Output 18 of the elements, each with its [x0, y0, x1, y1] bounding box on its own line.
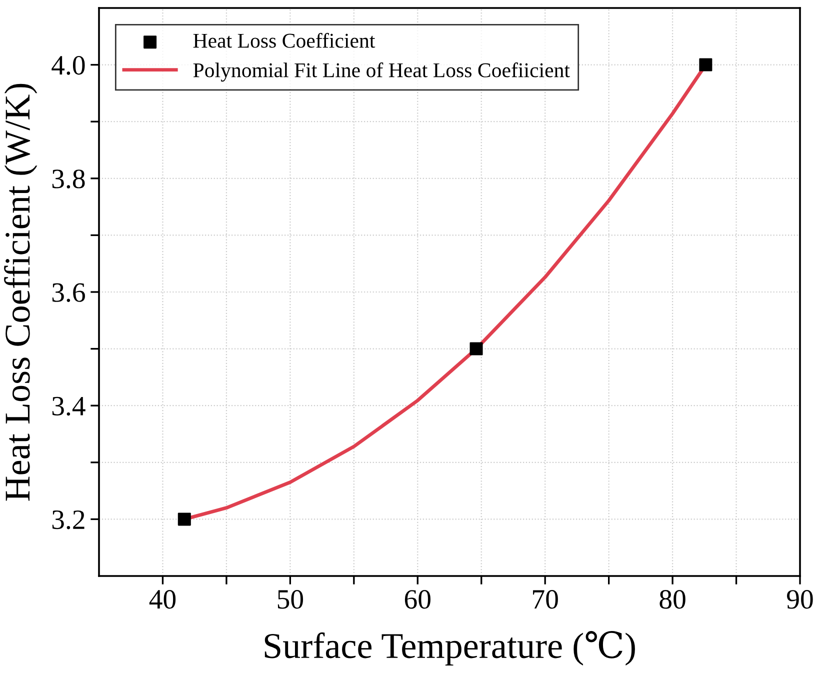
x-tick-label: 60 [404, 590, 430, 609]
x-axis-title: Surface Temperature (℃) [264, 631, 635, 666]
y-axis-title: Heat Loss Coefficient (W/K) [4, 84, 38, 501]
point [699, 58, 712, 72]
y-tick-label: 3.8 [52, 170, 85, 188]
x-tick-label: 70 [533, 590, 558, 609]
x-tick-label: 40 [149, 590, 176, 609]
x-tick-label: 90 [787, 590, 813, 609]
y-tick-label: 3.6 [52, 283, 85, 302]
legend-label: Heat Loss Coefficient [193, 32, 376, 48]
y-tick-label: 3.4 [52, 396, 86, 416]
point [178, 512, 191, 526]
y-tick-label: 3.2 [52, 510, 84, 530]
text: 4.0 [52, 56, 85, 75]
x-tick-label: 50 [278, 590, 304, 609]
legend-label: Polynomial Fit Line of Heat Loss Coefiicient [193, 62, 570, 82]
point [470, 342, 483, 356]
x-tick-label: 80 [660, 590, 686, 609]
